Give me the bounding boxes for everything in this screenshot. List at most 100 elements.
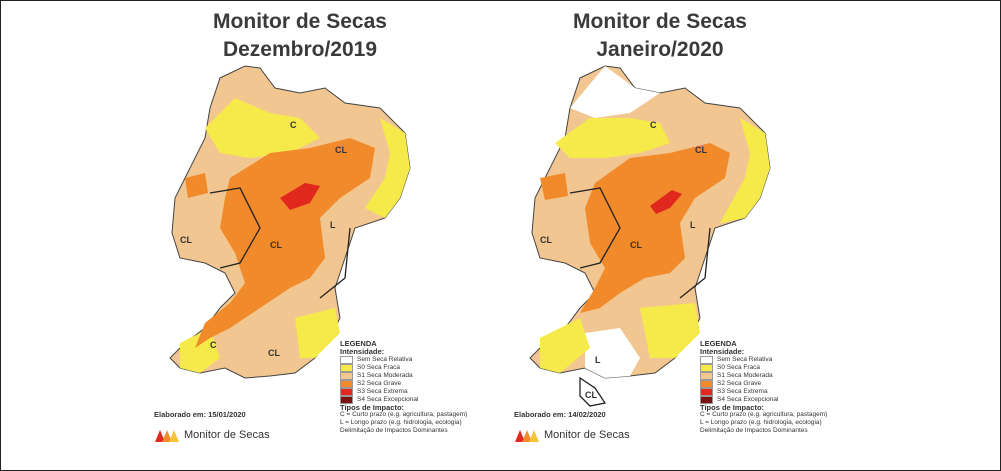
brand-name: Monitor de Secas <box>184 429 270 441</box>
elaborado-date: Elaborado em: 15/01/2020 <box>154 410 246 419</box>
legend-impact-item: Delimitação de Impactos Dominantes <box>700 426 808 434</box>
legend: LEGENDA Intensidade: Sem Seca Relativa S… <box>700 340 850 435</box>
brand: Monitor de Secas <box>154 427 270 443</box>
s0-area-southwest <box>180 328 220 373</box>
legend-item: S0 Seca Fraca <box>340 363 490 372</box>
legend-item: Sem Seca Relativa <box>340 355 490 364</box>
impact-label: CL <box>335 145 347 155</box>
s0-area-north <box>555 118 670 158</box>
legend-swatch <box>700 363 713 372</box>
legend-item: S2 Seca Grave <box>340 379 490 388</box>
legend-item-label: S0 Seca Fraca <box>357 363 400 371</box>
monitor-de-secas-logo-icon <box>155 430 179 442</box>
title-line-1: Monitor de Secas <box>573 10 747 33</box>
s3-area <box>280 183 320 210</box>
impact-label: C <box>650 120 657 130</box>
impact-label: CL <box>180 235 192 245</box>
impact-label: CL <box>268 348 280 358</box>
impact-line <box>319 227 351 299</box>
legend-item: S3 Seca Extrema <box>340 387 490 396</box>
legend-impact-item: L = Longo prazo (e.g. hidrologia, ecolog… <box>340 419 462 427</box>
impact-label: CL <box>540 235 552 245</box>
map-panel-janeiro-2020: Monitor de Secas Janeiro/2020 C CL CL CL… <box>510 0 850 469</box>
map-title: Monitor de Secas Janeiro/2020 <box>510 8 810 64</box>
s0-area-east <box>720 118 770 223</box>
s2-area-core <box>195 138 375 348</box>
s2-area-west-blob <box>185 173 208 198</box>
legend-item-label: S4 Seca Excepcional <box>717 395 779 403</box>
s3-area <box>650 190 682 214</box>
title-line-2: Dezembro/2019 <box>222 38 378 61</box>
legend-impact-title: Tipos de Impacto: <box>340 402 405 412</box>
legend: LEGENDA Intensidade: Sem Seca Relativa S… <box>340 340 490 435</box>
legend-swatch <box>700 379 713 388</box>
legend-swatch <box>700 355 713 364</box>
impact-label: C <box>210 340 217 350</box>
impact-label: L <box>330 220 336 230</box>
legend-swatch <box>340 363 353 372</box>
legend-item-label: Sem Seca Relativa <box>717 355 773 363</box>
impact-label: CL <box>585 390 597 400</box>
legend-impact-item: C = Curto prazo (e.g. agricultura, pasta… <box>340 411 468 419</box>
legend-item-label: S1 Seca Moderada <box>717 371 773 379</box>
legend-impact-item: Delimitação de Impactos Dominantes <box>340 426 448 434</box>
impact-label: L <box>595 355 601 365</box>
legend-swatch <box>700 387 713 396</box>
legend-item-label: S1 Seca Moderada <box>357 371 413 379</box>
legend-impact-item: L = Longo prazo (e.g. hidrologia, ecolog… <box>700 419 822 427</box>
impact-label: C <box>290 120 297 130</box>
legend-item: S3 Seca Extrema <box>700 387 850 396</box>
brand-name: Monitor de Secas <box>544 429 630 441</box>
drought-map: C CL CL CL L C CL <box>169 65 411 379</box>
impact-label: CL <box>695 145 707 155</box>
impact-line <box>209 187 261 269</box>
s2-area-core <box>580 143 730 313</box>
impact-line <box>569 187 621 269</box>
legend-item-label: S0 Seca Fraca <box>717 363 760 371</box>
legend-item: S1 Seca Moderada <box>340 371 490 380</box>
impact-label: CL <box>630 240 642 250</box>
legend-item: S4 Seca Excepcional <box>700 395 850 404</box>
legend-item-label: S2 Seca Grave <box>717 379 762 387</box>
legend-impact-title: Tipos de Impacto: <box>700 402 765 412</box>
s0-area-south <box>295 308 340 358</box>
drought-map: C CL CL CL L L CL <box>529 65 771 407</box>
legend-item-label: S3 Seca Extrema <box>357 387 408 395</box>
legend-title: LEGENDA <box>340 339 377 348</box>
monitor-de-secas-logo-icon <box>515 430 539 442</box>
title-line-1: Monitor de Secas <box>213 10 387 33</box>
impact-line <box>579 376 607 407</box>
legend-item: S4 Seca Excepcional <box>340 395 490 404</box>
brand: Monitor de Secas <box>514 427 630 443</box>
s0-area-south <box>640 303 700 358</box>
legend-swatch <box>340 395 353 404</box>
legend-title: LEGENDA <box>700 339 737 348</box>
s0-area-north <box>205 98 320 158</box>
title-line-2: Janeiro/2020 <box>596 38 724 61</box>
legend-item-label: S4 Seca Excepcional <box>357 395 419 403</box>
none-area-north <box>570 66 660 118</box>
s0-area-southwest <box>540 318 590 373</box>
legend-swatch <box>340 379 353 388</box>
legend-intensity-label: Intensidade: <box>700 346 745 356</box>
legend-item: S1 Seca Moderada <box>700 371 850 380</box>
legend-swatch <box>340 355 353 364</box>
legend-item: S2 Seca Grave <box>700 379 850 388</box>
legend-intensity-label: Intensidade: <box>340 346 385 356</box>
s2-area-west-blob <box>540 173 568 200</box>
legend-impact-item: C = Curto prazo (e.g. agricultura, pasta… <box>700 411 828 419</box>
legend-swatch <box>340 387 353 396</box>
legend-swatch <box>700 371 713 380</box>
legend-item: Sem Seca Relativa <box>700 355 850 364</box>
legend-item-label: S3 Seca Extrema <box>717 387 768 395</box>
impact-label: CL <box>270 240 282 250</box>
elaborado-date: Elaborado em: 14/02/2020 <box>514 410 606 419</box>
impact-label: L <box>690 220 696 230</box>
none-area-south <box>585 328 640 378</box>
map-panel-dezembro-2019: Monitor de Secas Dezembro/2019 C CL CL C… <box>150 0 490 469</box>
s0-area-east <box>365 118 410 218</box>
legend-swatch <box>700 395 713 404</box>
legend-swatch <box>340 371 353 380</box>
legend-item-label: Sem Seca Relativa <box>357 355 413 363</box>
legend-item: S0 Seca Fraca <box>700 363 850 372</box>
